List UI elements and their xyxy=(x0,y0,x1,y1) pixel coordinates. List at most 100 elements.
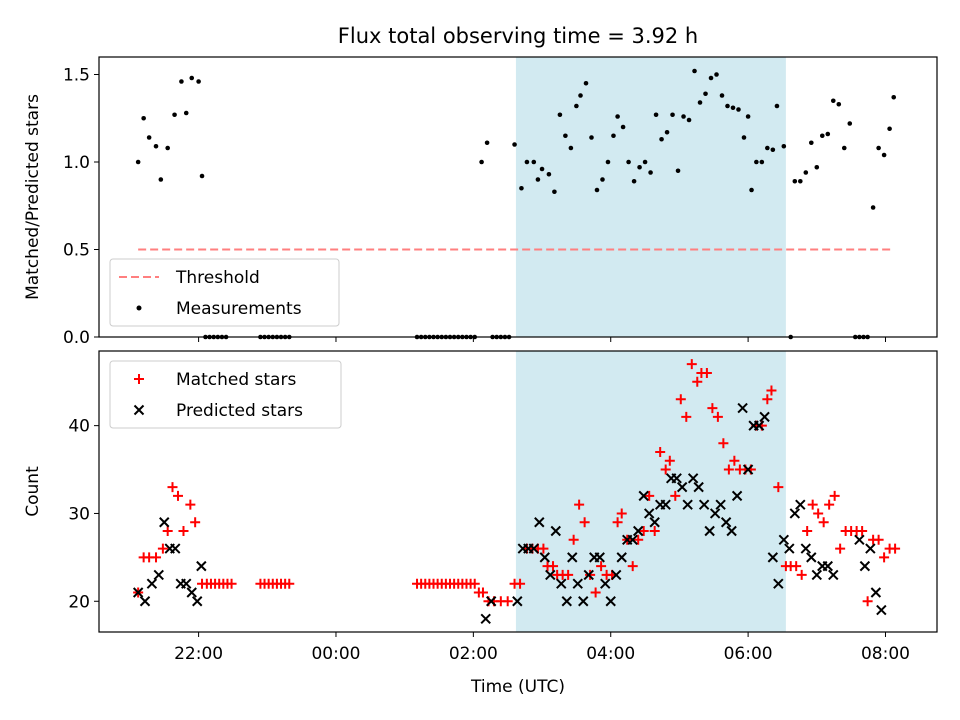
matched-point xyxy=(712,411,723,422)
matched-point xyxy=(723,464,734,475)
measurement-point xyxy=(719,93,725,98)
measurement-point xyxy=(531,159,537,165)
predicted-point xyxy=(605,596,616,607)
measurement-point xyxy=(141,115,146,121)
predicted-point xyxy=(578,596,589,607)
measurement-point xyxy=(158,177,164,182)
matched-point xyxy=(190,517,201,528)
matched-point xyxy=(590,587,601,598)
matched-point xyxy=(879,552,890,563)
predicted-point xyxy=(753,420,765,431)
measurement-point xyxy=(605,159,611,165)
measurement-point xyxy=(172,112,177,118)
measurement-point xyxy=(841,145,847,151)
series-measurements xyxy=(135,68,897,340)
measurement-point xyxy=(675,168,681,174)
matched-point xyxy=(172,490,183,501)
matched-point xyxy=(538,543,549,554)
shaded-interval xyxy=(515,351,786,632)
measurement-point xyxy=(814,164,820,170)
measurement-point xyxy=(881,152,887,158)
predicted-point xyxy=(534,517,545,528)
matched-point xyxy=(802,526,813,537)
predicted-point xyxy=(643,508,655,519)
matched-point xyxy=(873,534,884,545)
measurement-point xyxy=(626,159,631,165)
predicted-point xyxy=(196,560,207,572)
matched-point xyxy=(807,499,818,510)
measurement-point xyxy=(876,145,881,151)
matched-point xyxy=(162,526,173,537)
matched-point xyxy=(178,526,189,537)
measurement-point xyxy=(653,112,659,118)
measurement-point xyxy=(887,126,892,132)
predicted-point xyxy=(638,490,649,502)
x-tick-label: 08:00 xyxy=(861,644,910,664)
measurement-point xyxy=(703,91,708,97)
measurement-point xyxy=(648,170,653,175)
measurement-point xyxy=(578,93,583,98)
measurement-point xyxy=(664,129,670,135)
measurement-point xyxy=(637,164,642,170)
measurement-point xyxy=(519,185,524,191)
measurement-point xyxy=(870,205,876,210)
measurement-point xyxy=(199,173,205,179)
predicted-point xyxy=(660,499,671,510)
predicted-point xyxy=(773,578,784,589)
matched-point xyxy=(612,517,623,528)
measurement-point xyxy=(642,159,648,165)
measurement-point xyxy=(891,94,897,100)
x-tick-label: 04:00 xyxy=(586,644,635,664)
predicted-point xyxy=(795,499,806,510)
matched-point xyxy=(226,578,237,589)
measurement-point xyxy=(809,140,814,146)
measurement-point xyxy=(165,145,170,151)
predicted-point xyxy=(153,569,164,581)
predicted-point xyxy=(567,552,578,563)
y-tick-label: 20 xyxy=(68,592,90,612)
measurement-point xyxy=(557,112,563,118)
x-tick-label: 00:00 xyxy=(311,644,360,664)
predicted-point xyxy=(859,560,871,572)
measurement-point xyxy=(179,79,184,84)
predicted-point xyxy=(704,525,715,537)
measurement-point xyxy=(708,75,714,81)
matched-point xyxy=(655,446,666,457)
predicted-point xyxy=(726,525,737,537)
predicted-point xyxy=(181,578,192,589)
measurement-point xyxy=(196,79,201,84)
predicted-point xyxy=(731,490,743,502)
measurement-point xyxy=(620,124,626,130)
legend-box xyxy=(109,360,342,429)
measurement-point xyxy=(135,159,141,165)
predicted-point xyxy=(528,543,540,554)
predicted-point xyxy=(806,552,817,563)
predicted-point xyxy=(822,560,833,572)
matched-point xyxy=(675,394,686,405)
matched-point xyxy=(157,543,168,554)
predicted-point xyxy=(583,569,594,581)
matched-point xyxy=(701,367,712,378)
measurement-point xyxy=(830,98,836,104)
predicted-point xyxy=(865,543,876,554)
legend-label: Measurements xyxy=(176,299,302,319)
matched-point xyxy=(660,464,671,475)
measurement-point xyxy=(697,100,703,105)
predicted-point xyxy=(759,411,770,423)
measurement-point xyxy=(825,131,831,137)
measurement-point xyxy=(484,140,490,146)
x-tick-label: 06:00 xyxy=(724,644,773,664)
matched-point xyxy=(686,359,697,370)
matched-point xyxy=(813,508,824,519)
measurement-point xyxy=(479,159,484,165)
matched-point xyxy=(477,587,488,598)
measurement-point xyxy=(765,145,770,151)
predicted-point xyxy=(778,534,790,546)
measurement-point xyxy=(568,145,574,151)
predicted-point xyxy=(572,578,583,589)
measurement-point xyxy=(686,117,692,123)
predicted-point xyxy=(550,525,561,537)
predicted-point xyxy=(512,596,523,607)
predicted-point xyxy=(687,473,699,484)
